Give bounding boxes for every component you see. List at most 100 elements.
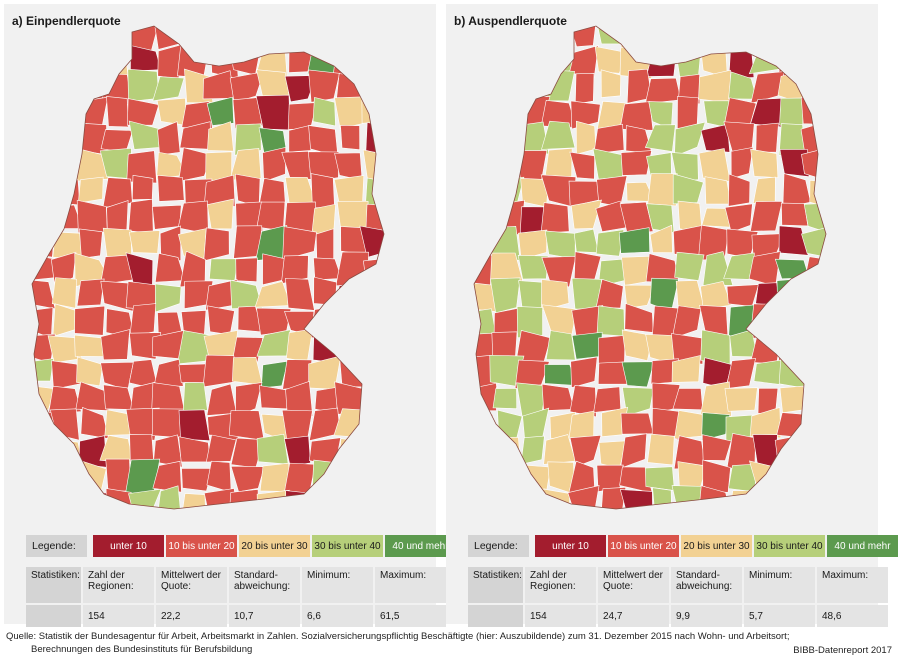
map-region (232, 97, 263, 129)
map-region (206, 198, 234, 230)
stats-table: Statistiken: Zahl der Regionen: Mittelwe… (468, 567, 888, 627)
map-region (671, 305, 702, 340)
map-region (32, 485, 52, 509)
legend-class-3: 20 bis unter 30 (239, 535, 310, 557)
map-region (749, 407, 782, 439)
map-region (125, 252, 154, 287)
map-region (828, 251, 862, 285)
map-region (753, 359, 785, 386)
map-region (830, 232, 856, 251)
map-region (156, 97, 187, 126)
map-region (73, 122, 108, 156)
map-region (288, 124, 312, 153)
map-region (644, 77, 682, 105)
map-region (389, 282, 421, 304)
map-region (514, 359, 550, 390)
map-region (106, 96, 129, 128)
map-region (620, 150, 652, 176)
map-region (781, 307, 806, 336)
map-region (644, 466, 675, 491)
map-region (474, 68, 496, 105)
map-region (490, 488, 524, 509)
legend-class-2: 10 bis unter 20 (608, 535, 679, 557)
map-region (474, 202, 492, 230)
map-region (392, 329, 420, 360)
map-region (359, 309, 384, 334)
map-region (285, 278, 315, 311)
map-region (361, 97, 384, 124)
map-region (48, 385, 82, 415)
map-region (79, 228, 103, 259)
map-region (541, 383, 575, 411)
map-region (474, 174, 500, 207)
map-region (362, 381, 384, 410)
map-region (231, 336, 264, 363)
map-region (51, 128, 82, 153)
map-region (671, 152, 699, 183)
map-region (594, 46, 629, 74)
map-region (230, 465, 265, 493)
panel-title: a) Einpendlerquote (12, 14, 121, 28)
map-region (727, 26, 755, 52)
map-region (362, 149, 384, 182)
map-region (702, 434, 732, 461)
map-region (256, 69, 290, 100)
map-region (386, 436, 418, 467)
map-region (229, 148, 262, 181)
map-region (386, 225, 421, 259)
map-region (362, 43, 384, 79)
map-region (338, 438, 365, 468)
map-region (32, 172, 53, 209)
map-region (390, 181, 419, 207)
map-region (517, 255, 549, 280)
map-region (728, 173, 751, 207)
legend-class-4: 30 bis unter 40 (312, 535, 383, 557)
map-region (541, 304, 577, 336)
map-region (178, 147, 213, 182)
map-region (73, 26, 105, 53)
map-region (752, 434, 778, 468)
map-region (618, 227, 651, 254)
map-region (50, 148, 76, 183)
panel-auspendlerquote: b) Auspendlerquote Legende: unter 10 10 … (446, 4, 898, 627)
map-region (624, 284, 656, 309)
map-region (803, 460, 826, 495)
map-region (596, 26, 630, 45)
map-region (335, 251, 369, 287)
map-region (573, 251, 602, 284)
map-region (181, 493, 206, 509)
map-region (698, 69, 732, 104)
map-region (541, 279, 570, 312)
map-regions (32, 26, 421, 509)
map-region (750, 97, 784, 128)
map-region (228, 410, 265, 441)
map-region (153, 434, 183, 468)
map-region (725, 358, 756, 389)
map-region (286, 328, 313, 363)
stats-header-mean: Mittelwert der Quote: (598, 567, 669, 603)
country-outline (31, 25, 385, 510)
map-region (748, 251, 781, 287)
map-region (832, 202, 856, 227)
stats-table: Statistiken: Zahl der Regionen: Mittelwe… (26, 567, 446, 627)
map-region (387, 199, 421, 228)
map-region (157, 174, 185, 202)
stats-header-sd: Standard-abweichung: (671, 567, 742, 603)
map-region (474, 435, 498, 469)
map-region (103, 384, 135, 410)
map-region (831, 98, 859, 125)
map-region (595, 229, 625, 257)
map-region (518, 229, 548, 260)
stats-value-regions: 154 (83, 605, 154, 627)
map-region (832, 487, 859, 512)
map-region (391, 361, 418, 387)
map-region (490, 122, 525, 155)
map-region (571, 331, 603, 360)
map-region (543, 26, 576, 48)
map-region (749, 303, 782, 340)
map-region (752, 176, 776, 204)
map-region (359, 432, 384, 469)
map-region (394, 308, 419, 339)
stats-label: Statistiken: (468, 567, 523, 603)
map-region (834, 329, 858, 363)
